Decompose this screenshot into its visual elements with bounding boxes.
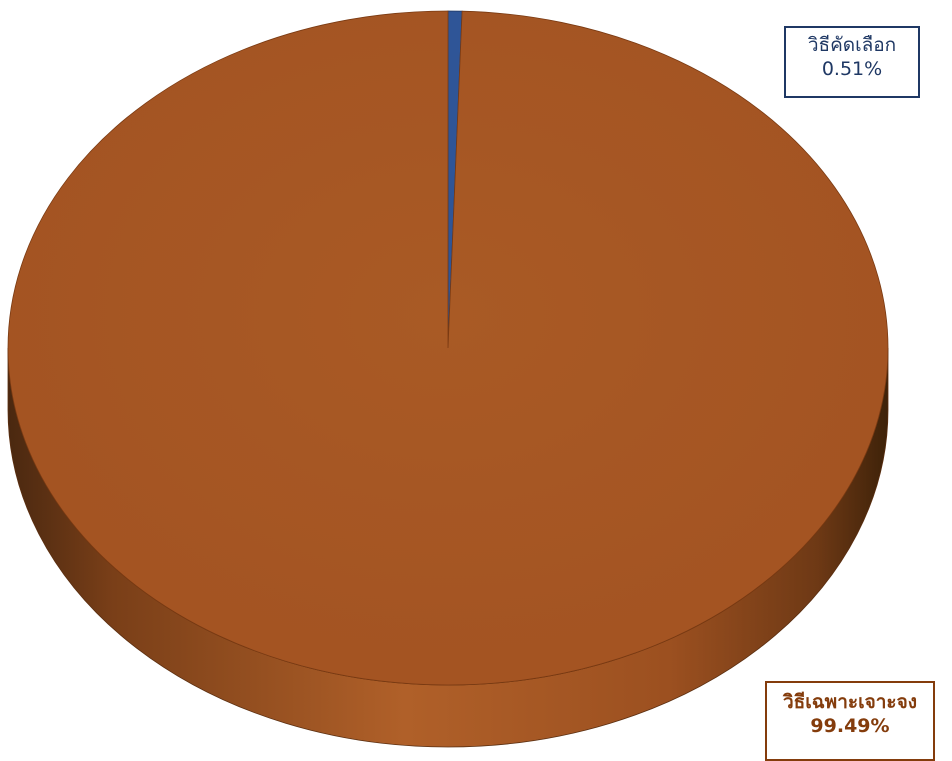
data-label-percent: 99.49% [810,714,890,737]
pie-slices [7,10,889,686]
data-label-category: วิธีเฉพาะเจาะจง [782,691,917,713]
pie-slice-2 [7,10,889,686]
data-label-percent: 0.51% [821,57,883,80]
data-label-slice-2: วิธีเฉพาะเจาะจง 99.49% [765,681,935,761]
data-label-category: วิธีคัดเลือก [807,34,897,56]
data-label-slice-1: วิธีคัดเลือก 0.51% [784,26,920,98]
